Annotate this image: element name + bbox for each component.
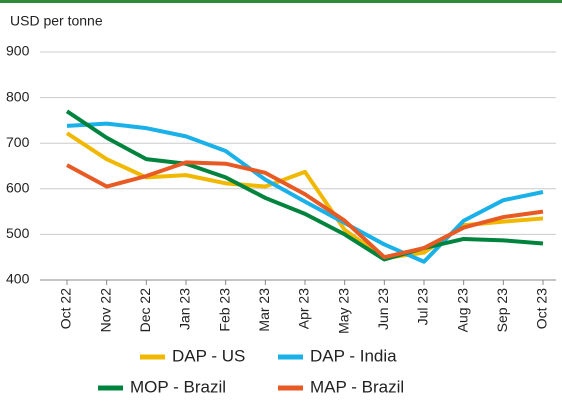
- legend-label: DAP - India: [310, 346, 397, 365]
- x-tick-label: Jun 23: [375, 288, 391, 330]
- y-axis-label: USD per tonne: [10, 13, 103, 29]
- x-tick-label: Oct 22: [58, 288, 74, 329]
- y-tick-label: 700: [6, 134, 30, 150]
- y-tick-label: 800: [6, 88, 30, 104]
- x-tick-label: Aug 23: [454, 288, 470, 333]
- x-tick-label: Nov 22: [97, 288, 113, 333]
- x-tick-label: Sep 23: [494, 288, 510, 333]
- y-tick-label: 400: [6, 271, 30, 287]
- legend-label: MAP - Brazil: [310, 377, 404, 396]
- y-tick-label: 900: [6, 43, 30, 59]
- y-tick-label: 500: [6, 225, 30, 241]
- series-line: [65, 109, 544, 262]
- x-tick-label: Jul 23: [415, 288, 431, 326]
- x-tick-label: May 23: [335, 288, 351, 334]
- top-border: [0, 0, 562, 3]
- x-tick-label: Feb 23: [216, 288, 232, 332]
- x-tick-label: Dec 22: [137, 288, 153, 333]
- series-line: [66, 160, 544, 260]
- x-tick-label: Oct 23: [534, 288, 550, 329]
- y-tick-label: 600: [6, 180, 30, 196]
- x-tick-label: Mar 23: [256, 288, 272, 332]
- x-tick-label: Apr 23: [296, 288, 312, 329]
- series-line: [66, 121, 544, 264]
- x-tick-label: Jan 23: [177, 288, 193, 330]
- legend-label: MOP - Brazil: [130, 377, 226, 396]
- legend-label: DAP - US: [172, 346, 245, 365]
